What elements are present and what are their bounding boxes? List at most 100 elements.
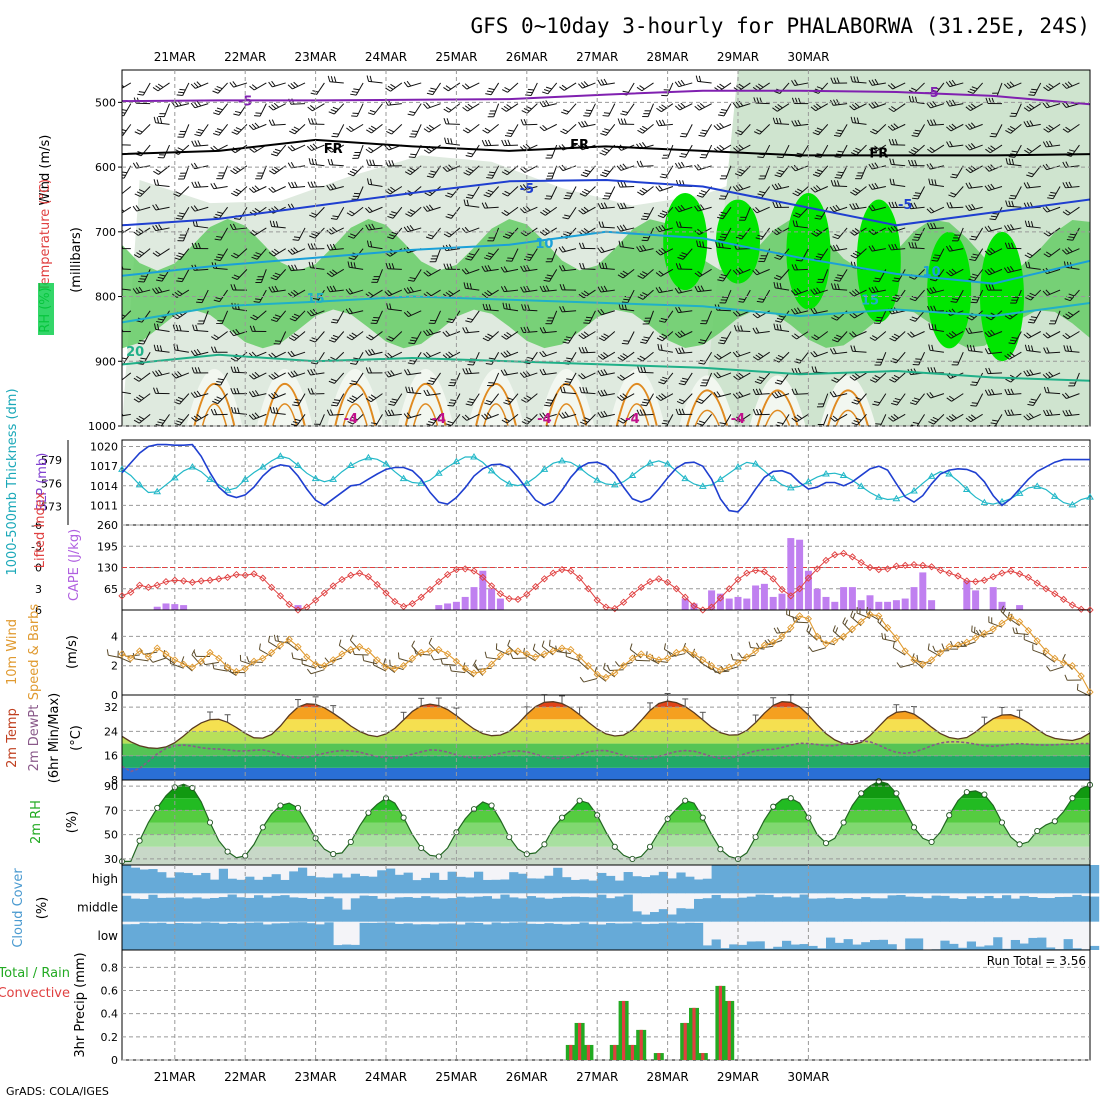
wind-barb-flag: [311, 233, 318, 237]
wind-barb-flag: [178, 325, 182, 332]
wind-barb-flag: [293, 126, 300, 131]
wind-barb-flag: [196, 81, 202, 87]
wind-barb-flag: [598, 221, 602, 228]
upper-wind-barb: [423, 204, 441, 212]
wind-barb-shaft: [935, 82, 945, 95]
upper-wind-barb: [675, 306, 693, 314]
wind-barb-shaft: [314, 227, 325, 239]
wind-barb-flag: [133, 398, 140, 403]
wind-barb-shaft: [310, 163, 325, 167]
wind-barb-flag: [330, 321, 338, 324]
wind-barb-flag: [794, 79, 799, 86]
wind-barb-flag: [138, 91, 145, 93]
wind-barb-flag: [852, 612, 856, 619]
top-date-label: 28MAR: [647, 50, 689, 64]
wind-barb-flag: [155, 287, 160, 294]
wind-barb-flag: [312, 143, 318, 149]
wind-barb-shaft: [356, 103, 364, 117]
wind-barb-flag: [504, 233, 511, 237]
wind-barb-flag: [910, 202, 915, 209]
wind-barb-flag: [542, 350, 547, 357]
wind-barb-flag: [368, 291, 374, 297]
wind-barb-flag: [987, 268, 993, 274]
wind-barb-flag: [871, 147, 877, 152]
upper-wind-barb: [405, 386, 422, 395]
wind-barb-flag: [545, 208, 551, 213]
upper-wind-barb: [287, 144, 306, 152]
wind-barb-flag: [216, 107, 223, 111]
wind-barb-flag: [907, 332, 913, 338]
wind-barb-flag: [680, 102, 686, 108]
wind-barb-flag: [118, 139, 120, 145]
upper-wind-barb: [698, 331, 713, 344]
upper-wind-barb: [346, 331, 364, 341]
wind-barb-flag: [987, 165, 993, 171]
upper-wind-barb: [1062, 247, 1080, 255]
contour-label: 10: [535, 237, 553, 252]
wind-barb-shaft: [1066, 82, 1080, 89]
wind-barb-shaft: [488, 186, 500, 198]
wind-barb-shaft: [893, 103, 906, 113]
wind-barb-flag: [388, 403, 395, 406]
rh-marker: [910, 824, 918, 831]
wind-barb-flag: [968, 327, 973, 334]
cape-bar: [444, 603, 452, 610]
wind-barb-shaft: [543, 351, 557, 358]
wind-barb-flag: [527, 88, 534, 91]
wind-barb-flag: [268, 105, 274, 111]
upper-wind-barb: [346, 393, 364, 404]
wind-barb-flag: [384, 371, 389, 378]
wind-barb-flag: [813, 104, 819, 110]
upper-wind-barb: [792, 220, 809, 229]
wind-barb-flag: [229, 82, 234, 88]
wind-barb-shaft: [272, 82, 286, 88]
wind-barb-flag: [348, 257, 355, 261]
upper-wind-barb: [249, 325, 267, 332]
surface-wind-barb: [579, 676, 598, 683]
wind-barb-shaft: [1052, 186, 1061, 199]
wind-barb-flag: [990, 183, 995, 190]
wind-barb-flag: [545, 100, 550, 106]
upper-wind-barb: [268, 102, 286, 111]
wind-barb-shaft: [622, 268, 635, 279]
wind-barb-flag: [719, 83, 725, 88]
wind-barb-shaft: [647, 103, 654, 117]
wind-barb-flag: [833, 348, 837, 354]
wind-barb-shaft: [312, 103, 325, 112]
wind-barb-flag: [813, 350, 818, 357]
wind-barb-flag: [830, 180, 834, 187]
wind-barb-flag: [884, 633, 887, 640]
cape-bar: [884, 601, 892, 610]
wind-barb-flag: [874, 101, 879, 107]
wind-barb-flag: [597, 370, 602, 376]
wind-barb-flag: [1031, 88, 1038, 91]
wind-barb-shaft: [292, 289, 306, 298]
wind-barb-flag: [889, 337, 896, 342]
wind-barb-flag: [369, 75, 373, 82]
wind-barb-shaft: [892, 82, 906, 90]
upper-wind-barb: [579, 262, 596, 270]
wind-barb-flag: [507, 397, 514, 401]
wind-barb-flag: [1028, 94, 1035, 96]
wind-barb-flag: [812, 132, 819, 136]
wind-barb-flag: [482, 337, 489, 342]
wind-barb-shaft: [1046, 206, 1061, 213]
wind-barb-flag: [680, 204, 686, 211]
wind-barb-flag: [834, 134, 841, 137]
upper-wind-barb: [1008, 186, 1022, 200]
cloud-high-cell: [324, 877, 334, 894]
boundary-layer-dome: [397, 368, 454, 426]
wind-barb-flag: [347, 173, 354, 177]
wind-barb-flag: [1026, 120, 1031, 127]
upper-wind-barb: [230, 165, 248, 175]
wind-barb-flag: [350, 261, 353, 268]
wind-barb-flag: [194, 133, 201, 137]
wind-barb-flag: [752, 270, 758, 276]
wind-barb-flag: [251, 84, 258, 89]
upper-wind-barb: [597, 246, 615, 254]
wind-barb-flag: [678, 306, 682, 313]
wind-barb-flag: [465, 127, 471, 132]
wind-barb-flag: [911, 87, 917, 91]
wind-barb-flag: [757, 83, 764, 88]
cloud-high-cell: [306, 875, 316, 894]
